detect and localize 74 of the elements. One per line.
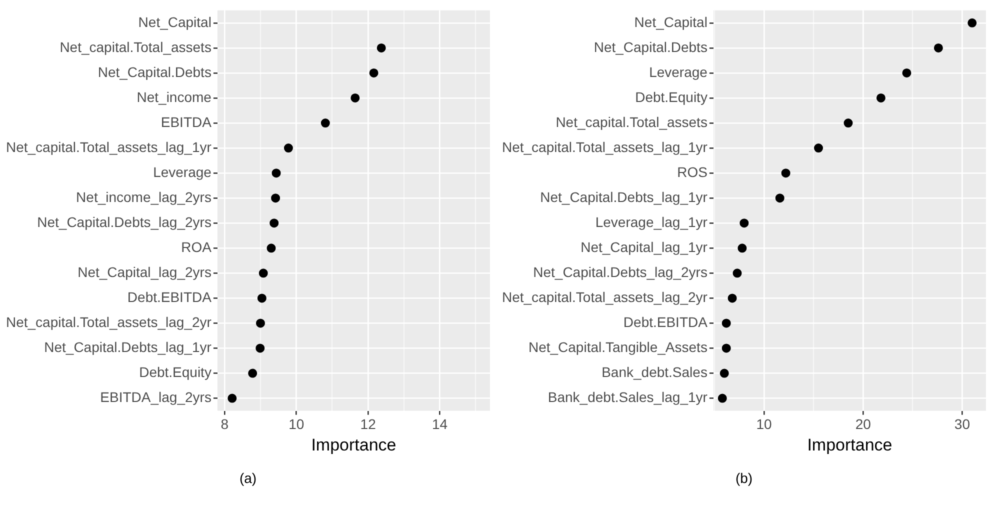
x-tick-label: 20 <box>855 416 872 432</box>
x-axis-title: Importance <box>807 435 892 454</box>
point <box>732 268 742 278</box>
y-tick-label: Bank_debt.Sales_lag_1yr <box>548 389 708 406</box>
x-tick-label: 12 <box>360 416 376 432</box>
y-tick-label: Net_Capital.Debts_lag_2yrs <box>37 214 212 230</box>
point <box>256 318 265 328</box>
point <box>257 294 266 303</box>
y-tick-label: EBITDA_lag_2yrs <box>100 389 212 406</box>
y-tick-label: Net_Capital.Debts_lag_1yr <box>44 339 212 356</box>
point <box>720 368 729 378</box>
y-tick-label: Net_Capital_lag_2yrs <box>78 264 212 280</box>
point <box>740 218 749 228</box>
y-tick-label: Debt.EBITDA <box>623 314 708 330</box>
y-tick-label: Net_capital.Total_assets_lag_1yr <box>502 138 708 155</box>
y-tick-label: Net_capital.Total_assets_lag_2yr <box>502 289 708 306</box>
y-tick-label: EBITDA <box>160 114 212 130</box>
point <box>256 344 265 353</box>
y-tick-label: Net_Capital.Debts_lag_1yr <box>540 188 708 205</box>
y-tick-label: Net_Capital.Debts_lag_2yrs <box>533 264 708 280</box>
y-tick-label: Leverage <box>649 64 708 80</box>
y-tick-label: Net_capital.Total_assets <box>556 114 708 130</box>
point <box>718 394 727 403</box>
x-tick-label: 10 <box>288 416 304 432</box>
point <box>271 194 280 203</box>
point <box>781 168 790 178</box>
point <box>320 118 330 128</box>
point <box>968 18 977 28</box>
point <box>272 168 281 178</box>
y-tick-label: Debt.Equity <box>635 88 708 105</box>
point <box>248 368 258 378</box>
point <box>722 344 731 353</box>
y-tick-label: Net_Capital_lag_1yr <box>580 238 708 255</box>
y-tick-label: Net_Capital.Debts <box>98 64 212 80</box>
x-tick-label: 8 <box>220 416 229 432</box>
text: (b) <box>734 470 754 486</box>
point <box>728 294 737 303</box>
x-tick-label: 30 <box>954 416 970 432</box>
point <box>775 194 784 203</box>
y-tick-label: Net_capital.Total_assets <box>60 38 212 55</box>
point <box>722 318 731 328</box>
x-axis-title: Importance <box>311 435 396 454</box>
point <box>738 244 747 253</box>
point <box>376 43 386 52</box>
y-tick-label: Net_Capital <box>138 14 212 30</box>
y-tick-label: Net_income <box>136 88 212 105</box>
point <box>350 93 360 102</box>
point <box>266 244 276 253</box>
point <box>228 394 237 403</box>
point <box>270 218 279 228</box>
y-tick-label: Leverage_lag_1yr <box>595 214 708 230</box>
point <box>876 93 886 102</box>
y-tick-label: Net_capital.Total_assets_lag_1yr <box>6 138 212 155</box>
text: (a) <box>238 470 258 486</box>
point <box>934 43 943 52</box>
y-tick-label: Net_Capital.Tangible_Assets <box>528 339 708 356</box>
y-tick-label: Debt.Equity <box>139 364 212 380</box>
point <box>369 68 378 78</box>
y-tick-label: ROS <box>677 164 708 180</box>
point <box>844 118 853 128</box>
y-tick-label: Debt.EBITDA <box>127 289 212 306</box>
y-tick-label: Net_income_lag_2yrs <box>76 188 212 205</box>
point <box>902 68 912 78</box>
y-tick-label: Net_Capital.Debts <box>594 38 708 55</box>
y-tick-label: Bank_debt.Sales <box>602 364 708 380</box>
y-tick-label: Net_Capital <box>634 14 708 30</box>
x-tick-label: 10 <box>756 416 772 432</box>
point <box>258 268 268 278</box>
y-tick-label: ROA <box>181 238 212 255</box>
point <box>284 144 293 153</box>
point <box>814 144 824 153</box>
x-tick-label: 14 <box>432 416 448 432</box>
y-tick-label: Leverage <box>153 164 212 180</box>
y-tick-label: Net_capital.Total_assets_lag_2yr <box>6 314 212 330</box>
